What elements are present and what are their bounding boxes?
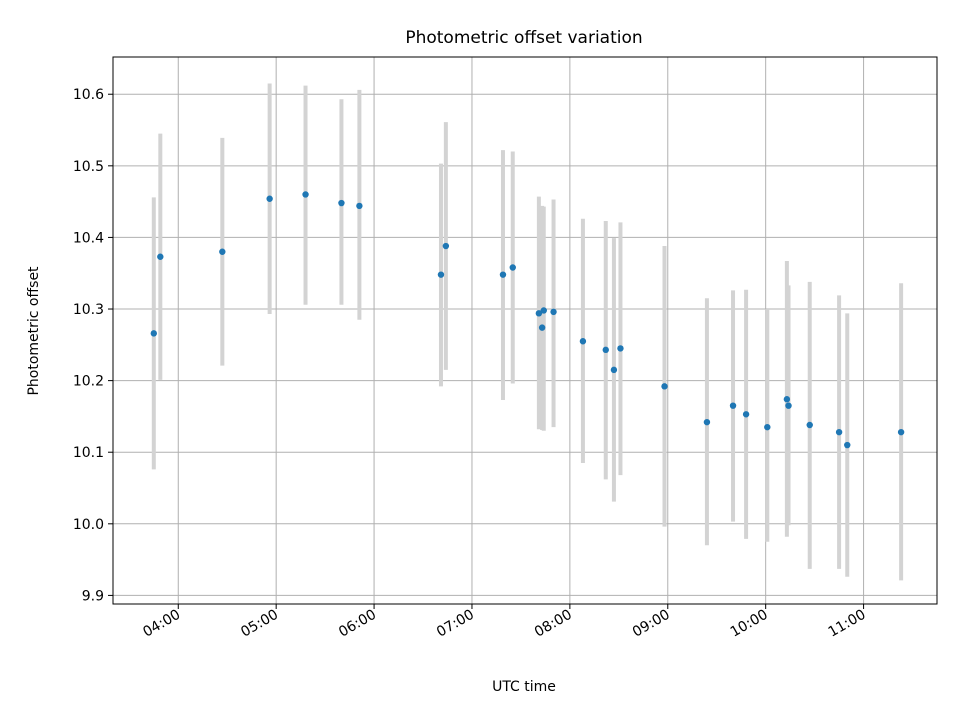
data-point xyxy=(266,195,273,202)
y-tick-label: 10.2 xyxy=(73,374,104,390)
x-tick-label: 08:00 xyxy=(532,607,575,641)
y-tick-label: 10.1 xyxy=(73,445,104,461)
data-point xyxy=(703,418,711,426)
data-point xyxy=(157,253,164,260)
data-point xyxy=(338,199,345,207)
data-point xyxy=(783,396,791,403)
y-tick-label: 10.6 xyxy=(73,87,104,103)
data-point xyxy=(499,271,507,278)
data-point xyxy=(764,423,771,431)
data-point xyxy=(617,345,624,352)
y-tick-label: 10.4 xyxy=(73,230,104,246)
x-axis-ticks: 04:00 05:00 06:00 07:00 08:00 09:00 10:00 11:00 xyxy=(140,604,869,641)
data-point xyxy=(219,248,226,255)
y-axis-label: Photometric offset xyxy=(26,266,42,396)
data-point xyxy=(610,366,618,374)
x-tick-label: 09:00 xyxy=(630,607,673,641)
data-point xyxy=(729,402,737,409)
data-point xyxy=(806,421,813,429)
data-point xyxy=(835,428,843,436)
data-point xyxy=(742,411,750,418)
plot-frame xyxy=(112,56,938,605)
data-point xyxy=(437,271,445,278)
data-point xyxy=(550,308,557,316)
data-point xyxy=(785,402,792,409)
data-point xyxy=(844,441,851,449)
data-point xyxy=(538,324,546,331)
data-point xyxy=(602,346,609,354)
data-points xyxy=(150,191,905,449)
y-tick-label: 10.0 xyxy=(73,517,104,533)
x-axis-label: UTC time xyxy=(492,679,556,695)
x-tick-label: 11:00 xyxy=(826,607,869,641)
x-tick-label: 05:00 xyxy=(238,607,281,641)
error-bars xyxy=(151,83,904,581)
data-point xyxy=(442,242,450,250)
data-point xyxy=(509,264,516,271)
y-tick-label: 9.9 xyxy=(82,588,104,604)
data-point xyxy=(535,310,543,317)
data-point xyxy=(540,307,547,314)
y-tick-label: 10.5 xyxy=(73,159,104,175)
data-point xyxy=(579,338,587,345)
x-tick-label: 10:00 xyxy=(728,607,771,641)
data-point xyxy=(356,202,363,210)
y-axis-ticks: 9.9 10.0 10.1 10.2 10.3 10.4 10.5 10.6 xyxy=(73,87,113,604)
data-point xyxy=(661,383,668,390)
data-point xyxy=(897,428,905,436)
x-tick-label: 07:00 xyxy=(434,607,477,641)
chart-title: Photometric offset variation xyxy=(405,28,642,48)
x-tick-label: 04:00 xyxy=(140,607,183,641)
grid-lines xyxy=(113,57,937,604)
y-tick-label: 10.3 xyxy=(73,302,104,318)
data-point xyxy=(302,191,309,198)
data-point xyxy=(150,330,157,337)
x-tick-label: 06:00 xyxy=(336,607,379,641)
